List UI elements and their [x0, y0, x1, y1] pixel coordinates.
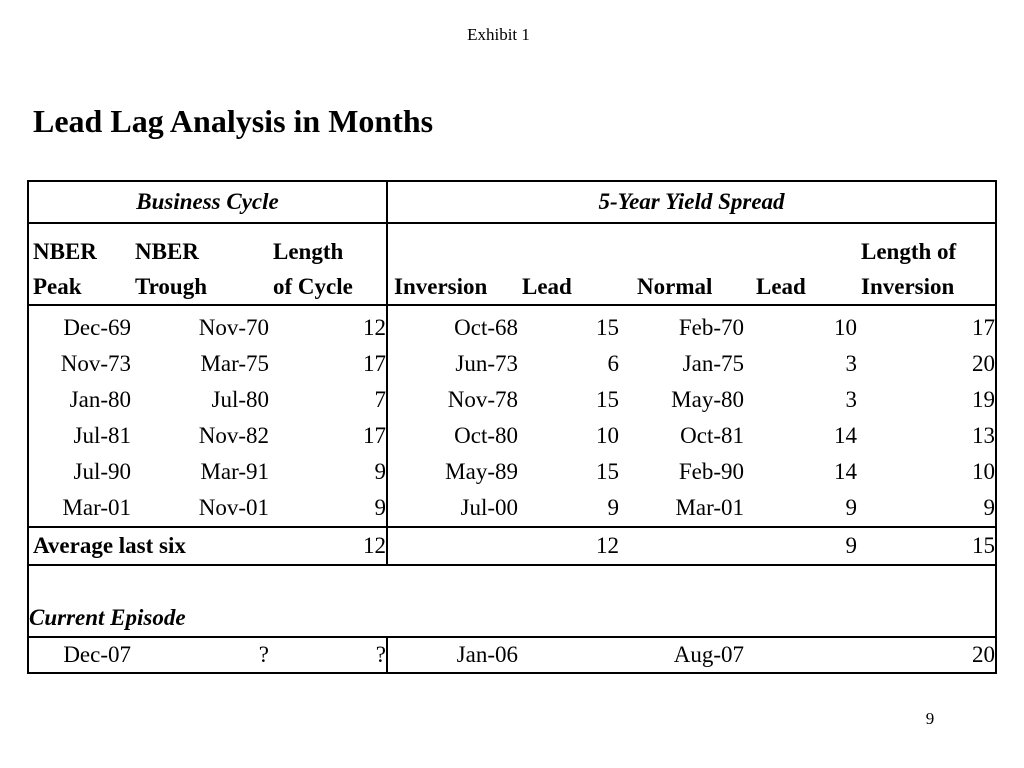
cell-length-of-cycle: 9 [269, 490, 388, 527]
cell-length-of-inversion: 13 [857, 418, 997, 454]
cell-normal: Oct-81 [680, 423, 744, 448]
cell-length-of-inversion: 19 [857, 382, 997, 418]
cell-length-of-cycle: 17 [269, 418, 388, 454]
col-header-line: Peak [33, 274, 82, 299]
cell-length-of-inversion: 9 [857, 490, 997, 527]
col-header-line: Inversion [861, 274, 955, 299]
col-header-length-of-inversion: Length of Inversion [857, 223, 997, 306]
cell-length-of-cycle: 9 [269, 454, 388, 490]
col-header-line: of Cycle [273, 274, 353, 299]
cell-normal: Feb-70 [678, 315, 744, 340]
current-lead [518, 637, 619, 674]
col-header-line: Length of [861, 239, 957, 264]
current-nber-trough: ? [131, 637, 269, 674]
col-header-lead-2: Lead [744, 223, 857, 306]
cell-nber-trough: Mar-75 [200, 351, 269, 376]
spacer-cell [27, 565, 997, 600]
cell-length-of-cycle: 17 [269, 346, 388, 382]
cell-lead-2: 3 [845, 351, 858, 376]
cell-length-of-cycle: 7 [269, 382, 388, 418]
table-row: Dec-69 Nov-70 12 Oct-68 15 Feb-70 10 17 [27, 305, 997, 346]
cell-nber-trough: Nov-70 [198, 315, 269, 340]
col-header-line: Length [273, 239, 344, 264]
table-row: Nov-73 Mar-75 17 Jun-73 6 Jan-75 3 20 [27, 346, 997, 382]
cell-nber-trough: Jul-80 [211, 387, 270, 412]
cell-inversion: May-89 [445, 459, 518, 484]
average-normal [619, 526, 744, 566]
cell-nber-trough: Nov-01 [198, 495, 269, 520]
spacer-row [27, 565, 997, 600]
cell-lead: 10 [596, 423, 619, 448]
cell-lead-2: 3 [845, 387, 858, 412]
cell-inversion: Nov-78 [447, 387, 518, 412]
cell-normal: Jan-75 [682, 351, 744, 376]
average-inversion [387, 526, 518, 566]
current-episode-row: Dec-07 ? ? Jan-06 Aug-07 20 [27, 637, 997, 674]
cell-nber-peak: Mar-01 [27, 490, 131, 527]
yield-spread-header: 5-Year Yield Spread [387, 180, 997, 224]
cell-nber-peak: Nov-73 [27, 346, 131, 382]
col-header-line: NBER [33, 239, 97, 264]
current-normal: Aug-07 [619, 637, 744, 674]
cell-normal: Feb-90 [678, 459, 744, 484]
cell-length-of-inversion: 17 [857, 305, 997, 346]
cell-inversion: Oct-80 [454, 423, 518, 448]
cell-lead: 15 [596, 315, 619, 340]
average-lead-2: 9 [744, 526, 857, 566]
current-lead-2 [744, 637, 857, 674]
cell-lead-2: 9 [845, 495, 858, 520]
cell-nber-trough: Mar-91 [200, 459, 269, 484]
cell-inversion: Jun-73 [455, 351, 518, 376]
current-episode-header-row: Current Episode [27, 600, 997, 638]
exhibit-label: Exhibit 1 [467, 25, 530, 44]
col-header-lead: Lead [518, 223, 619, 306]
cell-nber-trough: Nov-82 [198, 423, 269, 448]
cell-lead-2: 14 [834, 423, 857, 448]
cell-normal: Mar-01 [675, 495, 744, 520]
table-row: Mar-01 Nov-01 9 Jul-00 9 Mar-01 9 9 [27, 490, 997, 527]
col-header-line: NBER [135, 239, 199, 264]
cell-inversion: Oct-68 [454, 315, 518, 340]
cell-normal: May-80 [671, 387, 744, 412]
cell-length-of-cycle: 12 [269, 305, 388, 346]
cell-nber-peak: Jan-80 [27, 382, 131, 418]
average-lead: 12 [518, 526, 619, 566]
cell-lead: 9 [607, 495, 620, 520]
page-number: 9 [925, 709, 935, 728]
lead-lag-table: Business Cycle 5-Year Yield Spread NBER … [27, 180, 997, 674]
cell-lead: 6 [607, 351, 620, 376]
cell-nber-peak: Jul-90 [27, 454, 131, 490]
average-length-of-inversion: 15 [857, 526, 997, 566]
cell-lead-2: 10 [834, 315, 857, 340]
table-row: Jul-90 Mar-91 9 May-89 15 Feb-90 14 10 [27, 454, 997, 490]
cell-lead-2: 14 [834, 459, 857, 484]
group-header-row: Business Cycle 5-Year Yield Spread [27, 180, 997, 224]
col-header-nber-trough: NBER Trough [131, 223, 269, 306]
col-header-inversion: Inversion [387, 223, 518, 306]
page-title: Lead Lag Analysis in Months [33, 103, 434, 139]
current-nber-peak: Dec-07 [27, 637, 131, 674]
current-length-of-cycle: ? [269, 637, 388, 674]
current-episode-label: Current Episode [27, 600, 997, 638]
cell-length-of-inversion: 20 [857, 346, 997, 382]
current-inversion: Jan-06 [387, 637, 518, 674]
cell-lead: 15 [596, 459, 619, 484]
cell-nber-peak: Dec-69 [27, 305, 131, 346]
current-length-of-inversion: 20 [857, 637, 997, 674]
column-header-row: NBER Peak NBER Trough Length of Cycle In… [27, 223, 997, 306]
average-row: Average last six 12 12 9 15 [27, 526, 997, 566]
average-label: Average last six [27, 526, 269, 566]
cell-nber-peak: Jul-81 [27, 418, 131, 454]
col-header-length-of-cycle: Length of Cycle [269, 223, 388, 306]
cell-lead: 15 [596, 387, 619, 412]
table-row: Jan-80 Jul-80 7 Nov-78 15 May-80 3 19 [27, 382, 997, 418]
average-length-of-cycle: 12 [269, 526, 388, 566]
cell-inversion: Jul-00 [460, 495, 519, 520]
col-header-line: Trough [135, 274, 208, 299]
business-cycle-header: Business Cycle [27, 180, 388, 224]
col-header-normal: Normal [619, 223, 744, 306]
col-header-nber-peak: NBER Peak [27, 223, 131, 306]
cell-length-of-inversion: 10 [857, 454, 997, 490]
table-row: Jul-81 Nov-82 17 Oct-80 10 Oct-81 14 13 [27, 418, 997, 454]
